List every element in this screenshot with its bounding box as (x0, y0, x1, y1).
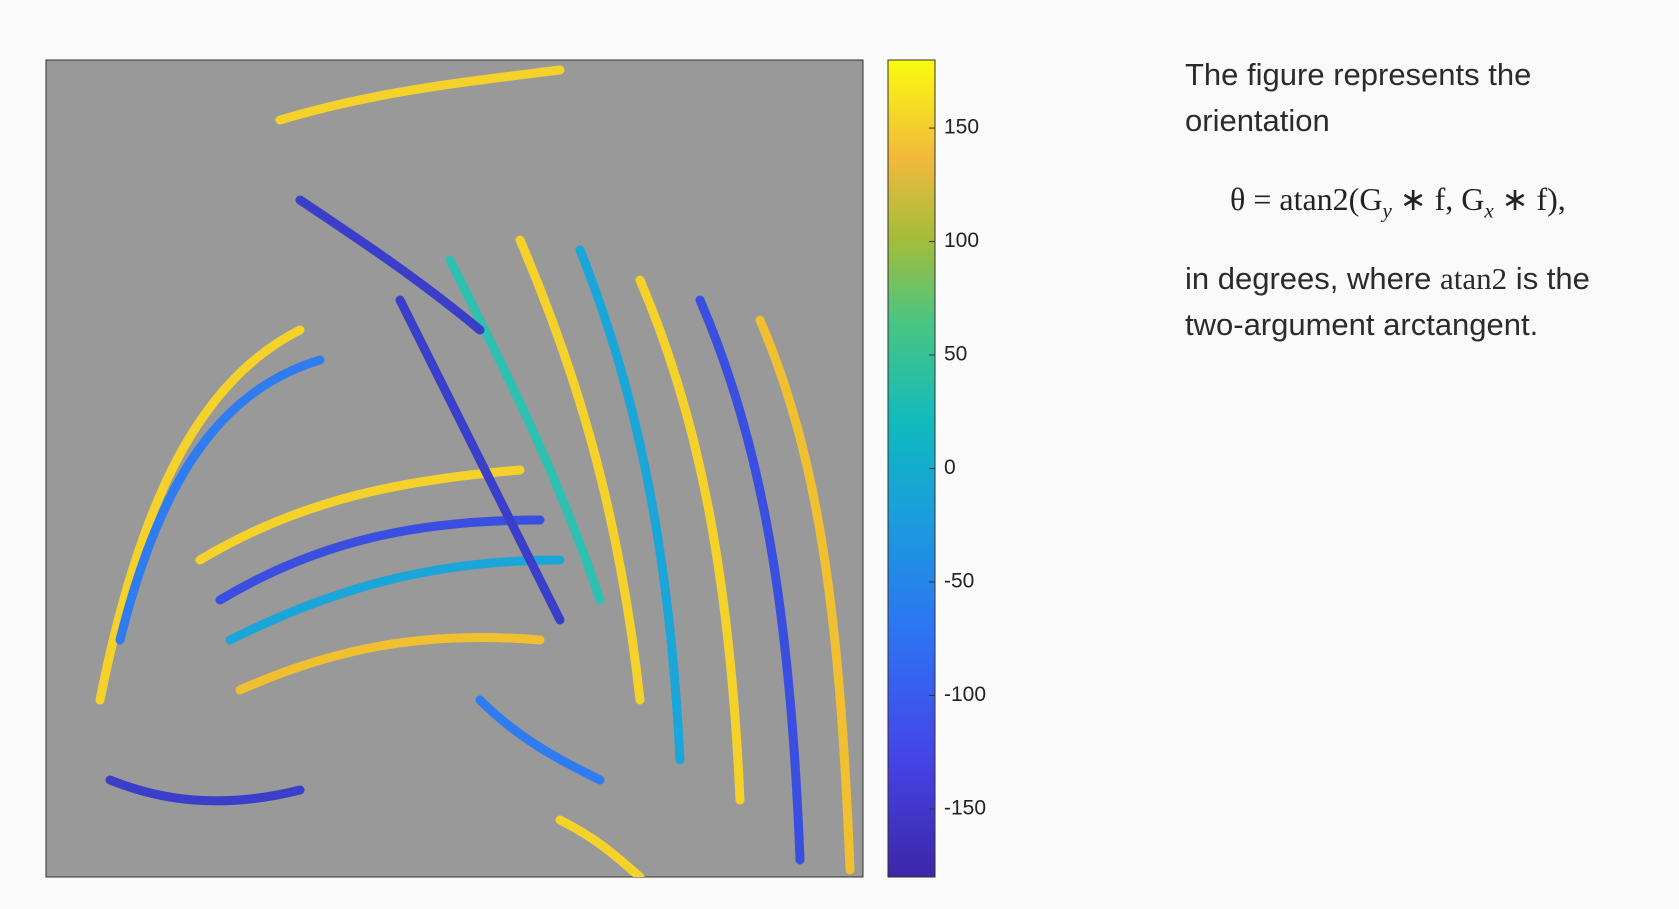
colorbar (887, 59, 936, 878)
tick-label: -150 (944, 796, 986, 819)
tick-label: -100 (944, 683, 986, 706)
tick-label: 150 (944, 116, 979, 139)
text-part: in degrees, where (1185, 261, 1441, 296)
equation-subscript: y (1382, 198, 1392, 223)
figure: -150 -100 -50 0 50 100 150 (45, 59, 986, 878)
tick-label: 100 (944, 229, 979, 252)
text-part: is the two-argument arctangent. (1185, 261, 1590, 342)
equation: θ = atan2(Gy ∗ f, Gx ∗ f), (1230, 180, 1566, 223)
orientation-image (45, 59, 864, 878)
explanation-text: in degrees, where atan2 is the two-argum… (1185, 256, 1655, 348)
colorbar-ticks: -150 -100 -50 0 50 100 150 (929, 116, 986, 819)
intro-text: The figure represents the orientation (1185, 57, 1532, 138)
tick-label: 0 (944, 456, 956, 479)
equation-subscript: x (1484, 198, 1494, 223)
equation-part: ∗ f, G (1391, 181, 1485, 217)
tick-label: 50 (944, 343, 967, 366)
equation-part: ∗ f), (1493, 181, 1566, 217)
function-name: atan2 (1440, 261, 1508, 296)
equation-part: θ = atan2(G (1230, 181, 1383, 217)
tick-label: -50 (944, 570, 974, 593)
